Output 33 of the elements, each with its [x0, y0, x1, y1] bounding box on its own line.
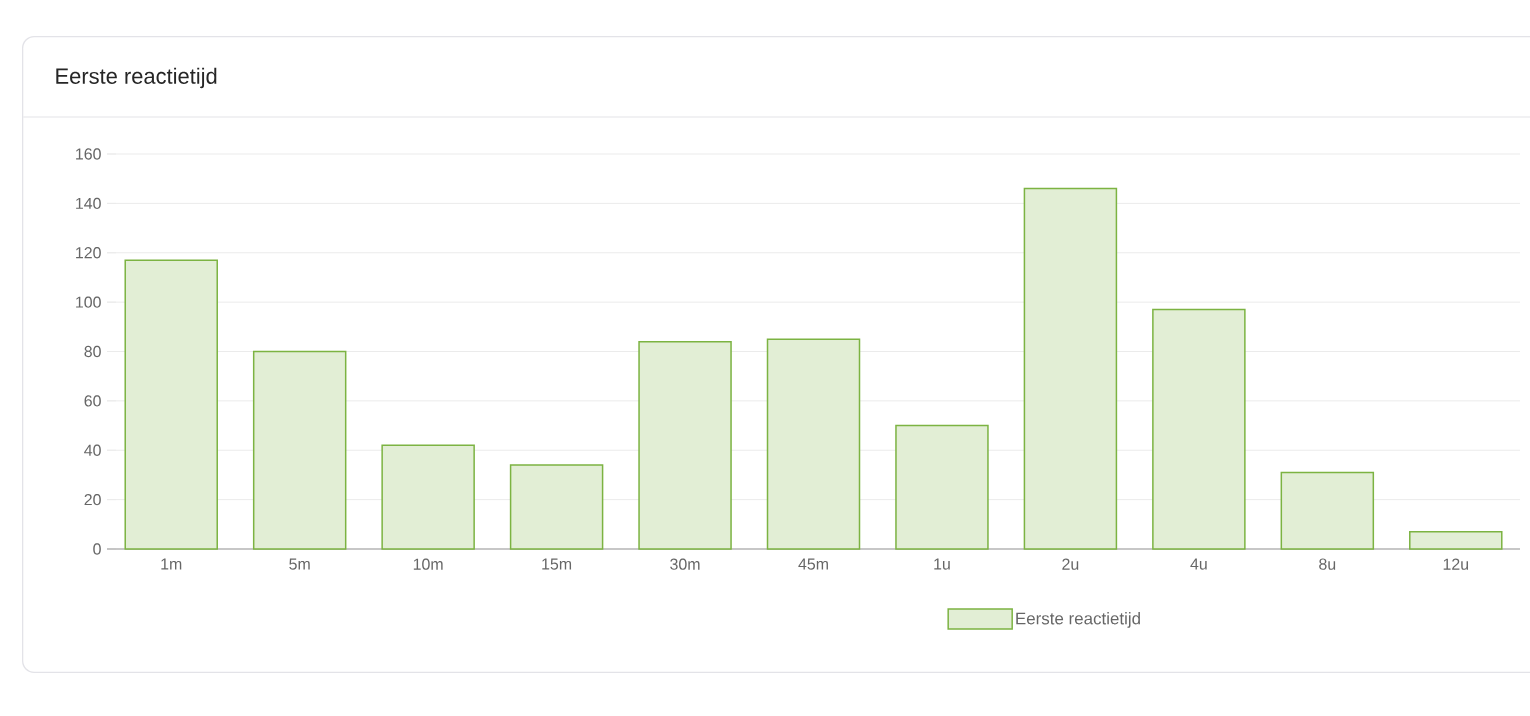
y-tick-label: 100	[76, 296, 101, 308]
x-tick-label: 8u	[1319, 558, 1336, 570]
chart-title: Eerste reactietijd	[56, 67, 217, 89]
x-tick-label: 1u	[934, 558, 950, 570]
bar	[381, 444, 475, 550]
legend-label: Eerste reactietijd	[1016, 612, 1140, 628]
y-tick-label: 120	[76, 247, 101, 259]
y-tick-label: 60	[84, 395, 101, 407]
bar	[1152, 308, 1246, 550]
bar	[766, 338, 861, 550]
x-tick-label: 12u	[1443, 558, 1469, 570]
bar	[1023, 187, 1118, 550]
bar	[1409, 530, 1503, 550]
y-tick-label: 0	[93, 543, 101, 555]
y-tick-label: 20	[84, 493, 101, 506]
x-tick-label: 4u	[1190, 558, 1207, 570]
bar	[509, 464, 604, 550]
y-tick-label: 80	[84, 345, 101, 358]
x-tick-label: 15m	[542, 558, 572, 570]
x-tick-label: 1m	[161, 558, 182, 570]
bar	[1280, 471, 1375, 550]
y-tick-label: 140	[76, 197, 101, 210]
y-tick-label: 40	[84, 444, 101, 456]
y-tick-label: 160	[76, 148, 101, 160]
bar	[895, 424, 989, 550]
bar	[124, 259, 218, 550]
x-tick-label: 5m	[289, 558, 310, 570]
x-tick-label: 30m	[670, 558, 700, 570]
x-tick-label: 10m	[413, 558, 443, 570]
bar	[638, 340, 732, 550]
x-tick-label: 2u	[1062, 558, 1079, 570]
bar	[252, 350, 347, 550]
x-tick-label: 45m	[798, 558, 828, 570]
